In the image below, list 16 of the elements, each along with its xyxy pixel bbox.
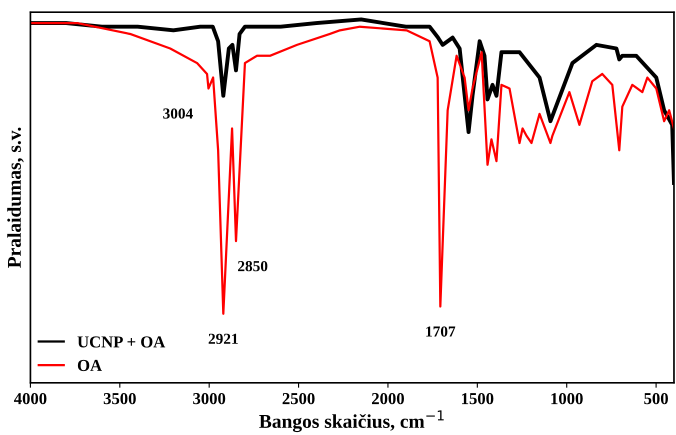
annotation: 1707 <box>426 326 456 337</box>
x-tick-label: 3500 <box>104 393 136 404</box>
legend-label: OA <box>78 360 102 372</box>
y-axis-title: Pralaidumas, s.v. <box>7 128 24 268</box>
x-axis-title: Bangos skaičius, cm$^{−1}$ <box>259 410 444 432</box>
x-tick-label: 2000 <box>372 393 404 404</box>
legend-label: UCNP + OA <box>78 336 166 348</box>
x-tick-label: 1500 <box>462 393 494 404</box>
annotation: 2850 <box>238 260 268 272</box>
x-tick-label: 500 <box>644 393 668 404</box>
x-tick-label: 2500 <box>282 393 315 404</box>
x-tick-label: 4000 <box>14 393 46 404</box>
x-tick-label: 3000 <box>193 393 226 404</box>
annotation: 3004 <box>163 108 193 119</box>
x-tick-label: 1000 <box>551 393 583 404</box>
annotation: 2921 <box>208 334 238 344</box>
